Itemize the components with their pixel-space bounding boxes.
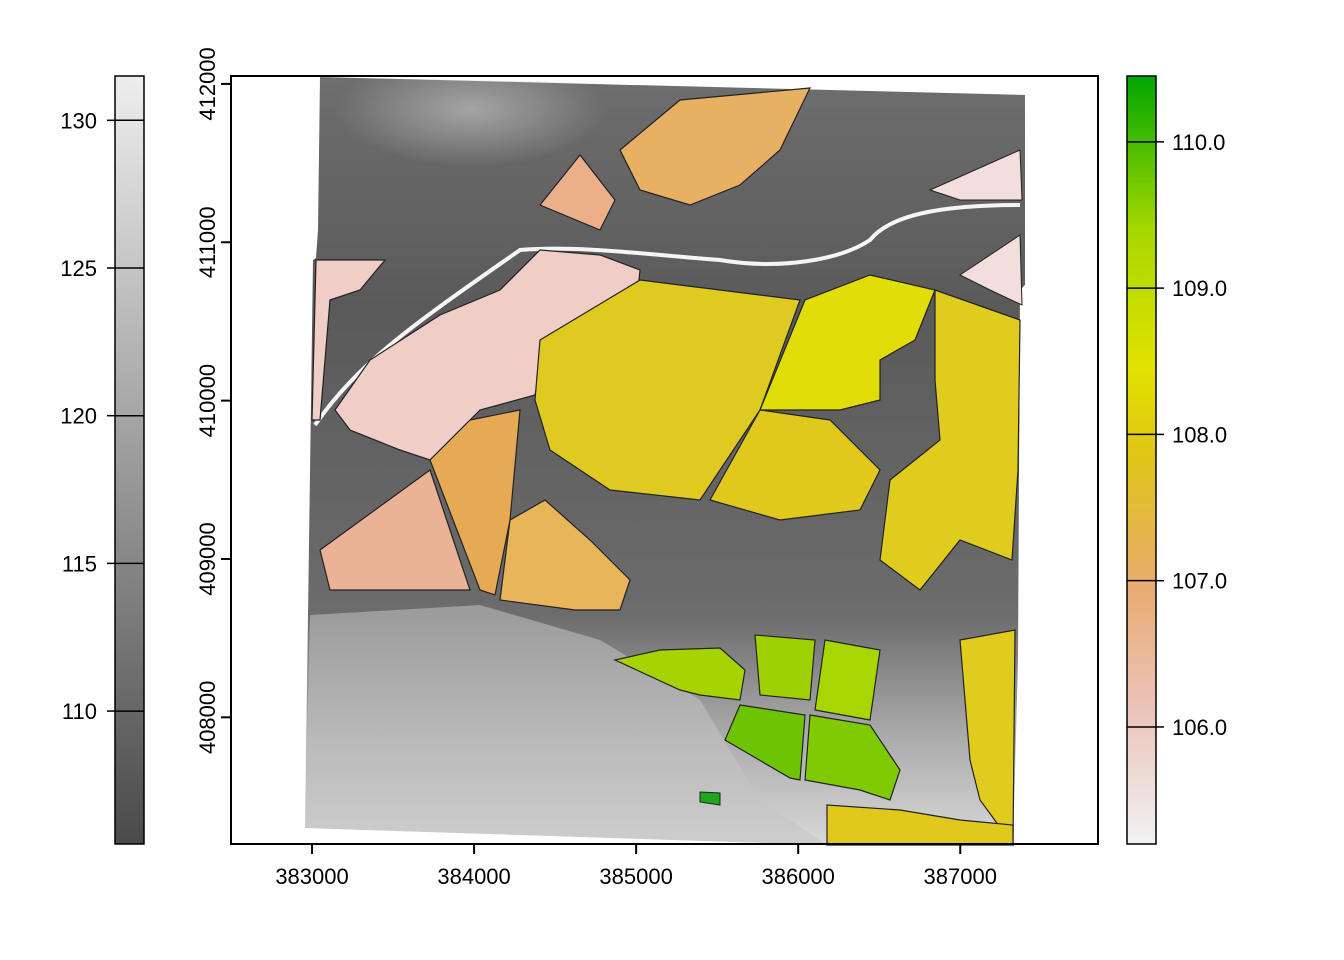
zone-pink-west — [311, 259, 387, 421]
plot-frame — [230, 75, 1099, 845]
zone-orange-south — [499, 499, 631, 611]
left-legend-ticks: 110 115 120 125 130 — [60, 108, 144, 724]
x-axis: 383000 384000 385000 386000 387000 — [275, 844, 997, 889]
zone-green-se — [804, 714, 901, 801]
zone-yellow-east — [879, 289, 1021, 591]
zone-orange-north — [619, 87, 812, 206]
river — [313, 203, 1021, 427]
legend-tick-label: 125 — [60, 256, 97, 281]
zone-yellow-southeast — [959, 629, 1016, 847]
zone-green-small — [699, 791, 721, 806]
zone-pink-ne2 — [928, 149, 1023, 201]
zone-green-east — [814, 639, 881, 721]
left-legend-bar — [114, 75, 145, 845]
y-axis: 408000 409000 410000 411000 412000 — [195, 47, 231, 754]
legend-tick-label: 110.0 — [1172, 130, 1225, 155]
y-tick-label: 410000 — [195, 364, 220, 437]
legend-tick-label: 108.0 — [1172, 422, 1227, 447]
legend-tick-label: 107.0 — [1172, 569, 1227, 594]
y-tick-label: 409000 — [195, 522, 220, 595]
southern-highland — [305, 605, 827, 845]
right-legend: 106.0 107.0 108.0 109.0 110.0 — [1126, 75, 1227, 845]
x-tick-label: 385000 — [599, 864, 672, 889]
left-legend: 110 115 120 125 130 — [60, 75, 145, 845]
legend-tick-label: 115 — [62, 551, 97, 576]
zone-yellow-bright — [759, 274, 936, 411]
x-tick-label: 387000 — [924, 864, 997, 889]
zone-green-west — [613, 647, 746, 701]
legend-tick-label: 109.0 — [1172, 276, 1227, 301]
zone-green-sw — [724, 704, 806, 781]
x-tick-label: 386000 — [761, 864, 834, 889]
legend-tick-label: 106.0 — [1172, 715, 1227, 740]
zone-yellow-central — [534, 279, 801, 501]
y-tick-label: 412000 — [195, 47, 220, 120]
x-tick-label: 383000 — [275, 864, 348, 889]
y-tick-label: 411000 — [195, 206, 220, 278]
zone-green-mid — [754, 634, 816, 701]
legend-tick-label: 130 — [60, 108, 97, 133]
zone-salmon-sw — [319, 469, 471, 591]
legend-tick-label: 110 — [62, 699, 97, 724]
x-tick-label: 384000 — [437, 864, 510, 889]
legend-tick-label: 120 — [60, 404, 97, 429]
zone-pink-ne — [959, 234, 1023, 306]
right-legend-ticks: 106.0 107.0 108.0 109.0 110.0 — [1127, 130, 1227, 740]
zone-salmon-north — [539, 154, 616, 231]
map-raster — [305, 77, 1025, 847]
right-legend-bar — [1126, 75, 1157, 845]
y-tick-label: 408000 — [195, 681, 220, 754]
